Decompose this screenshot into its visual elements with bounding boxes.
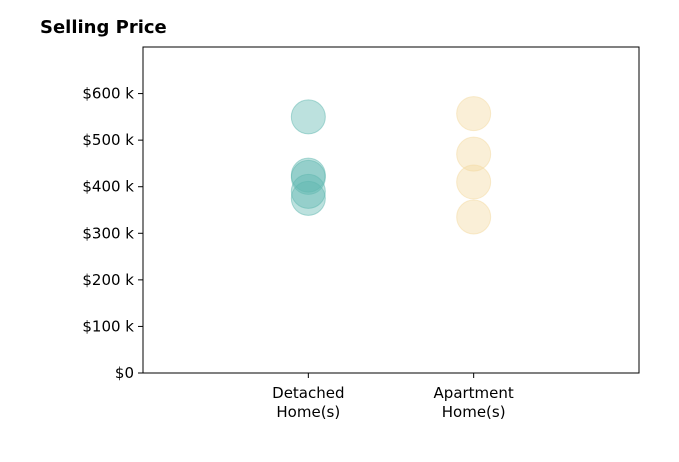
points-layer (290, 96, 492, 235)
data-point (456, 164, 492, 200)
x-tick-label: Home(s) (442, 403, 506, 421)
data-point (456, 96, 492, 132)
y-tick-label: $100 k (82, 317, 134, 335)
data-point (290, 159, 326, 195)
y-tick-label: $600 k (82, 85, 134, 103)
x-tick-label: Home(s) (276, 403, 340, 421)
y-tick-label: $0 (115, 364, 134, 382)
x-tick-label: Detached (272, 384, 344, 402)
plot-frame (142, 46, 640, 374)
data-point (290, 99, 326, 135)
data-point (290, 180, 326, 216)
data-point (290, 173, 326, 209)
y-tick-label: $500 k (82, 131, 134, 149)
y-tick-label: $400 k (82, 178, 134, 196)
y-tick-label: $200 k (82, 271, 134, 289)
chart-title: Selling Price (40, 17, 167, 38)
data-point (456, 199, 492, 235)
y-tick-label: $300 k (82, 224, 134, 242)
data-point (456, 136, 492, 172)
x-tick-label: Apartment (434, 384, 514, 402)
y-axis: $0 $100 k $200 k $300 k $400 k $500 k $600 k (82, 85, 143, 382)
